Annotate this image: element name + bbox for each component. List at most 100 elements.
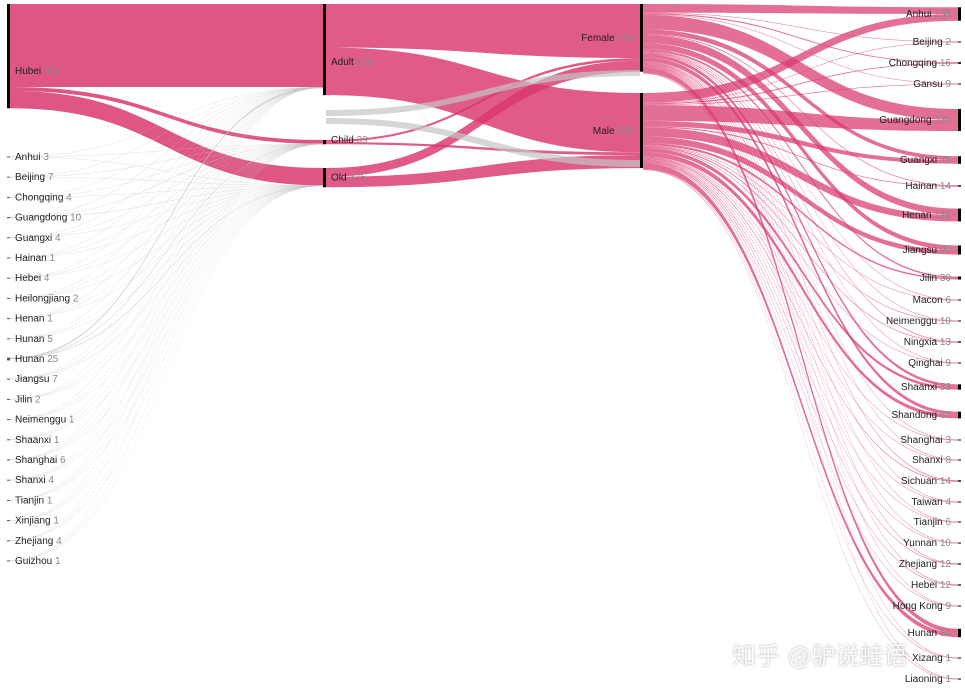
label-dest-henan: Henan 128 (902, 210, 951, 221)
link-female-henan (643, 34, 958, 215)
label-dest-yunnan: Yunnan 10 (903, 538, 951, 549)
label-source-chongqing-3: Chongqing 4 (15, 192, 72, 203)
sankey-links (10, 4, 958, 680)
link-female-taiwan (643, 63, 958, 503)
link-shanxi-adult (10, 87, 323, 481)
label-source-hebei-7: Hebei 4 (15, 273, 50, 284)
node-dest-shanxi (958, 459, 961, 461)
label-dest-hainan: Hainan 14 (905, 181, 951, 192)
link-female-tianjin (643, 63, 958, 523)
link-chongqing-old (10, 185, 323, 198)
label-gender-male: Male 548 (593, 126, 635, 137)
link-guangdong-child (10, 143, 323, 218)
link-male-jiangsu (643, 136, 958, 255)
link-xinjiang-adult (10, 87, 323, 521)
node-dest-jiangsu (958, 245, 961, 255)
link-female-qinghai (643, 53, 958, 363)
node-dest-shandong (958, 411, 961, 419)
link-hubei-old (10, 90, 323, 186)
link-henan-child (10, 143, 323, 319)
link-shanghai-old (10, 185, 323, 461)
node-gender-male (640, 93, 643, 169)
node-source-anhui-1 (7, 156, 10, 158)
label-source-shaanxi-15: Shaanxi 1 (15, 434, 60, 445)
node-source-shanxi-17 (7, 479, 10, 481)
link-guangxi-adult (10, 87, 323, 238)
link-hunan-old (10, 185, 323, 339)
link-male-hainan (643, 126, 958, 187)
link-jiangsu-child (10, 143, 323, 380)
node-source-chongqing-3 (7, 196, 10, 198)
link-female-hunan (643, 67, 958, 633)
node-dest-liaoning (958, 678, 961, 680)
label-source-shanghai-16: Shanghai 6 (15, 455, 66, 466)
label-dest-sichuan: Sichuan 14 (901, 476, 951, 487)
node-dest-hainan (958, 185, 961, 187)
link-xinjiang-child (10, 143, 323, 521)
label-dest-xizang: Xizang 1 (912, 653, 951, 664)
label-source-hainan-6: Hainan 1 (15, 253, 55, 264)
link-guizhou-old (10, 185, 323, 561)
label-dest-qinghai: Qinghai 9 (908, 358, 951, 369)
link-gray-adult-female (326, 70, 640, 116)
link-male-zhejiang (643, 160, 958, 565)
node-source-tianjin-18 (7, 499, 10, 501)
label-source-hunan-10: Hunan 5 (15, 333, 53, 344)
node-dest-hebei (958, 584, 961, 586)
node-source-henan-9 (7, 318, 10, 320)
label-source-guangdong-4: Guangdong 10 (15, 212, 82, 223)
node-source-guizhou-21 (7, 560, 10, 562)
label-dest-guangxi: Guangxi 75 (900, 155, 952, 166)
link-neimenggu-adult (10, 87, 323, 420)
node-source-hainan-6 (7, 257, 10, 259)
node-age-child (323, 140, 326, 145)
link-henan-old (10, 185, 323, 319)
link-female-hebei (643, 65, 958, 586)
link-guizhou-adult (10, 87, 323, 562)
link-hunan-child (10, 143, 323, 339)
link-child-male (326, 142, 640, 156)
link-chongqing-adult (10, 87, 323, 198)
link-female-chongqing (643, 13, 958, 63)
label-dest-shandong: Shandong 67 (891, 410, 951, 421)
link-zhejiang-child (10, 143, 323, 541)
link-male-qinghai (643, 147, 958, 364)
label-source-jiangsu-12: Jiangsu 7 (15, 374, 58, 385)
link-female-zhejiang (643, 65, 958, 565)
link-female-neimenggu (643, 51, 958, 321)
link-heilongjiang-child (10, 143, 323, 299)
link-male-anhui (643, 14, 958, 103)
link-hubei-child (10, 87, 323, 144)
link-tianjin-child (10, 143, 323, 501)
link-male-sichuan (643, 157, 958, 482)
link-chongqing-child (10, 143, 323, 198)
link-male-shanxi (643, 157, 958, 461)
link-female-liaoning (643, 73, 958, 679)
label-dest-shanghai: Shanghai 3 (900, 435, 951, 446)
watermark: 知乎 @驴说蛙语 (732, 642, 908, 670)
label-source-beijing-2: Beijing 7 (15, 172, 54, 183)
node-source-jilin-13 (7, 398, 10, 400)
node-dest-qinghai (958, 362, 961, 364)
link-female-shandong (643, 57, 958, 415)
link-beijing-child (10, 143, 323, 178)
node-dest-henan (958, 208, 961, 222)
link-tianjin-adult (10, 87, 323, 501)
link-jilin-child (10, 143, 323, 400)
link-male-shanghai (643, 156, 958, 441)
link-hainan-child (10, 143, 323, 258)
link-female-beijing (643, 12, 958, 42)
link-hebei-child (10, 143, 323, 279)
link-hunan-adult (10, 87, 323, 359)
link-male-chongqing (643, 63, 958, 105)
link-male-tianjin (643, 159, 958, 523)
node-source-guangxi-5 (7, 237, 10, 239)
link-male-guangdong (643, 105, 958, 131)
link-male-taiwan (643, 158, 958, 503)
link-female-yunnan (643, 64, 958, 544)
link-heilongjiang-old (10, 185, 323, 299)
node-age-adult (323, 4, 326, 96)
label-dest-ningxia: Ningxia 13 (904, 337, 952, 348)
label-dest-taiwan: Taiwan 4 (912, 497, 952, 508)
